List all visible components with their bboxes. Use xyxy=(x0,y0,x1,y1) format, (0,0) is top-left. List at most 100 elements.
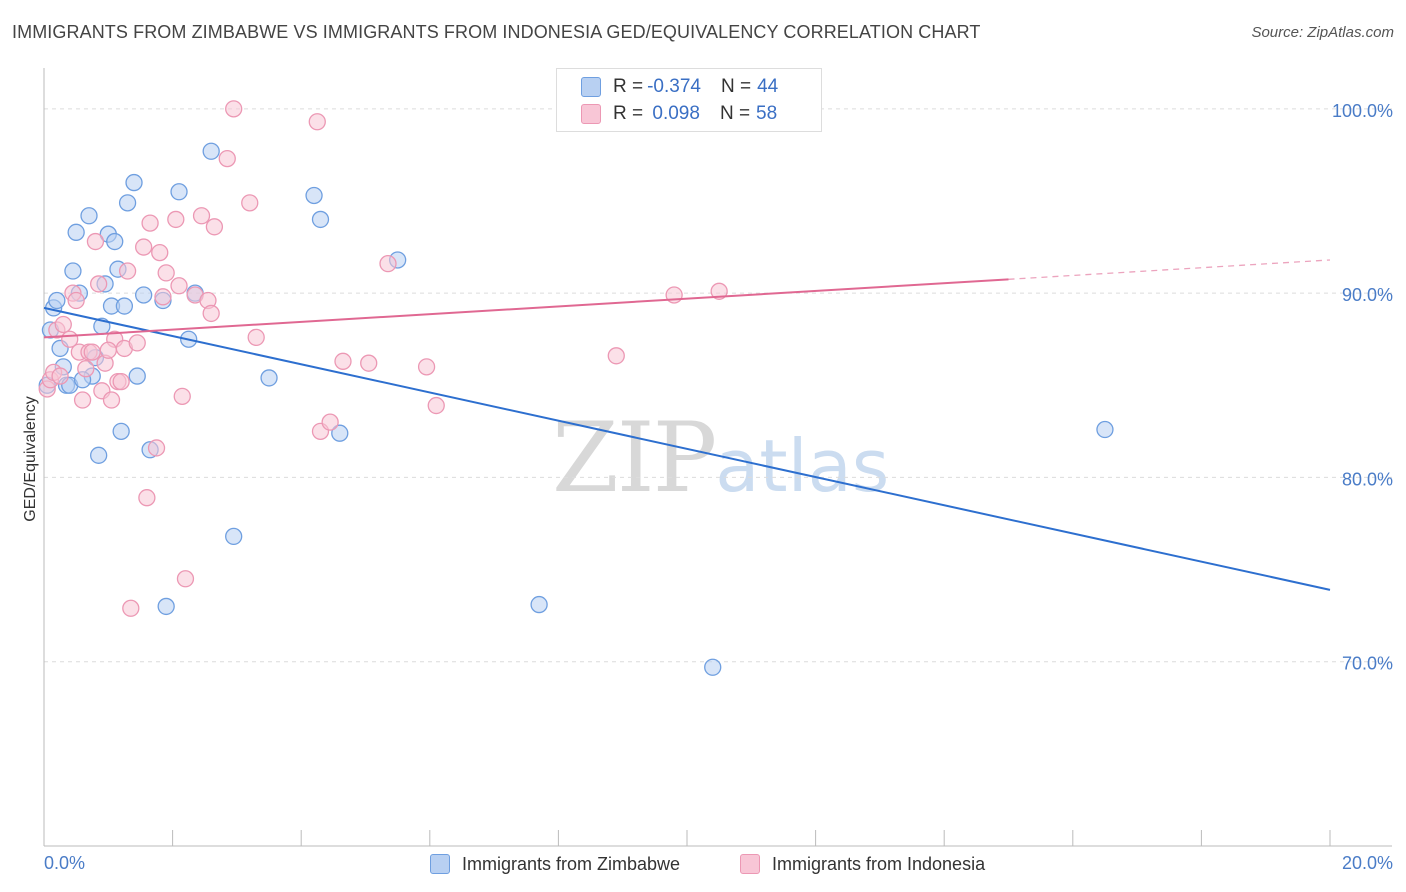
correlation-legend: R = -0.374 N = 44 R = 0.098 N = 58 xyxy=(556,68,822,132)
bottom-legend-label-indonesia: Immigrants from Indonesia xyxy=(772,853,986,874)
point-indonesia-25 xyxy=(138,489,156,507)
legend-row-zimbabwe: R = -0.374 N = 44 xyxy=(581,75,778,99)
point-indonesia-51 xyxy=(427,396,445,415)
point-indonesia-40 xyxy=(218,149,236,168)
point-indonesia-33 xyxy=(173,387,191,405)
point-indonesia-9 xyxy=(73,391,92,409)
point-zimbabwe-9 xyxy=(67,223,85,241)
legend-n-value: 58 xyxy=(756,103,778,124)
point-indonesia-21 xyxy=(118,262,137,280)
legend-n-value: 44 xyxy=(757,76,779,97)
bottom-legend-swatch-indonesia xyxy=(740,854,760,874)
point-zimbabwe-40 xyxy=(530,595,548,614)
trend-line-dashed-indonesia xyxy=(1008,259,1331,280)
trend-line-zimbabwe xyxy=(43,306,1331,591)
point-indonesia-30 xyxy=(157,264,175,282)
bottom-legend-zimbabwe[interactable]: Immigrants from Zimbabwe xyxy=(430,852,680,876)
point-indonesia-36 xyxy=(192,207,211,225)
point-indonesia-48 xyxy=(360,354,378,372)
point-indonesia-42 xyxy=(241,194,259,212)
legend-swatch-indonesia xyxy=(581,104,601,124)
legend-r-value: 0.098 xyxy=(647,103,700,124)
indonesia-points xyxy=(38,100,728,617)
point-zimbabwe-36 xyxy=(305,186,323,205)
point-indonesia-26 xyxy=(141,214,159,232)
point-indonesia-55 xyxy=(51,367,69,385)
point-indonesia-24 xyxy=(135,238,153,256)
point-indonesia-43 xyxy=(247,328,265,347)
point-indonesia-31 xyxy=(167,210,185,229)
point-indonesia-52 xyxy=(607,347,625,365)
point-zimbabwe-22 xyxy=(115,297,134,315)
chart-title: IMMIGRANTS FROM ZIMBABWE VS IMMIGRANTS F… xyxy=(12,22,981,42)
trend-lines xyxy=(43,259,1331,591)
point-indonesia-23 xyxy=(128,334,146,352)
watermark-atlas: atlas xyxy=(715,424,890,508)
point-indonesia-27 xyxy=(147,439,166,457)
point-zimbabwe-23 xyxy=(118,194,137,212)
point-zimbabwe-26 xyxy=(135,286,153,304)
bottom-legend-indonesia[interactable]: Immigrants from Indonesia xyxy=(740,852,985,876)
point-indonesia-28 xyxy=(151,243,169,262)
point-zimbabwe-25 xyxy=(128,367,146,385)
watermark: ZIPatlas xyxy=(552,402,889,514)
point-indonesia-47 xyxy=(334,352,352,370)
chart-source: Source: ZipAtlas.com xyxy=(1251,24,1394,41)
y-axis-label: GED/Equivalency xyxy=(22,396,39,521)
point-indonesia-7 xyxy=(67,291,85,310)
point-indonesia-57 xyxy=(77,360,95,378)
y-tick-label-0: 70.0% xyxy=(1342,654,1393,674)
x-tick-label-0: 0.0% xyxy=(44,853,85,873)
legend-swatch-zimbabwe xyxy=(581,77,601,97)
point-indonesia-11 xyxy=(83,343,101,361)
point-zimbabwe-14 xyxy=(90,446,108,464)
x-tick-label-1: 20.0% xyxy=(1342,853,1393,873)
legend-r-value: -0.374 xyxy=(647,76,701,97)
point-zimbabwe-29 xyxy=(157,597,175,616)
y-tick-label-2: 90.0% xyxy=(1342,285,1393,305)
point-zimbabwe-38 xyxy=(331,424,349,442)
point-zimbabwe-37 xyxy=(311,210,330,229)
axis-labels: 70.0% 80.0% 90.0% 100.0% 0.0% 20.0% GED/Equiva… xyxy=(22,101,1393,873)
point-zimbabwe-34 xyxy=(225,527,243,546)
point-zimbabwe-42 xyxy=(1096,420,1114,439)
legend-row-indonesia: R = 0.098 N = 58 xyxy=(581,102,777,126)
point-indonesia-56 xyxy=(99,341,117,359)
point-indonesia-54 xyxy=(710,282,728,300)
point-zimbabwe-41 xyxy=(704,658,722,676)
point-zimbabwe-30 xyxy=(170,183,188,201)
axes xyxy=(43,68,1392,847)
bottom-legend-label-zimbabwe: Immigrants from Zimbabwe xyxy=(462,853,681,874)
point-zimbabwe-3 xyxy=(48,291,66,310)
point-indonesia-4 xyxy=(54,315,72,334)
point-indonesia-12 xyxy=(86,232,105,251)
point-zimbabwe-19 xyxy=(106,232,124,251)
legend-r-label: R = xyxy=(613,103,644,124)
point-zimbabwe-8 xyxy=(64,262,82,280)
point-indonesia-32 xyxy=(170,277,188,295)
point-indonesia-38 xyxy=(202,304,220,323)
legend-n-label: N = xyxy=(719,103,751,124)
point-indonesia-50 xyxy=(417,358,436,376)
point-indonesia-46 xyxy=(321,413,339,431)
point-zimbabwe-11 xyxy=(80,207,98,225)
point-indonesia-44 xyxy=(308,113,326,131)
point-indonesia-34 xyxy=(176,570,195,588)
legend-r-label: R = xyxy=(613,76,644,97)
point-indonesia-13 xyxy=(90,275,108,293)
grid-lines xyxy=(44,108,1392,663)
point-zimbabwe-21 xyxy=(112,422,130,441)
point-zimbabwe-35 xyxy=(260,369,278,387)
point-indonesia-19 xyxy=(112,372,130,391)
y-tick-label-3: 100.0% xyxy=(1332,101,1393,121)
point-indonesia-49 xyxy=(379,255,397,273)
point-indonesia-29 xyxy=(154,288,172,306)
point-indonesia-16 xyxy=(102,391,121,409)
watermark-zip: ZIP xyxy=(552,402,717,514)
y-tick-label-1: 80.0% xyxy=(1342,469,1393,489)
point-zimbabwe-33 xyxy=(202,142,220,160)
point-indonesia-39 xyxy=(205,218,224,236)
point-zimbabwe-24 xyxy=(125,173,143,192)
point-indonesia-22 xyxy=(122,599,140,617)
